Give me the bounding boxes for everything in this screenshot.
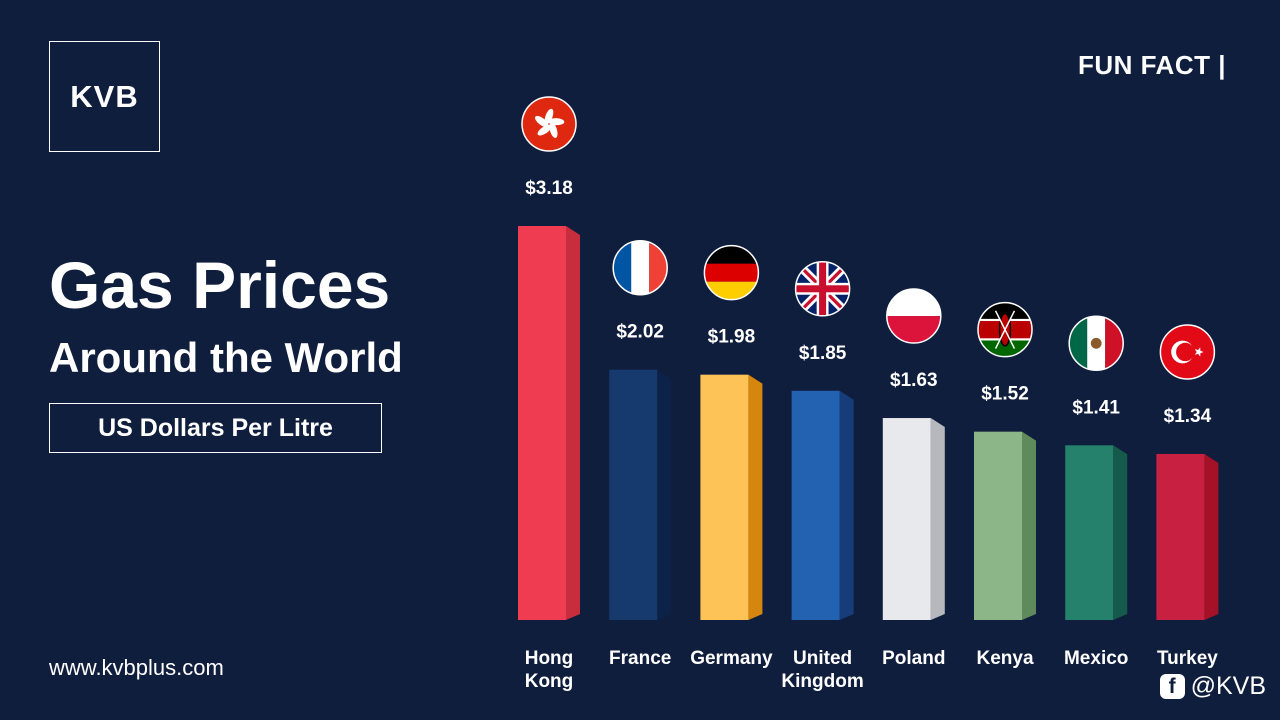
mexico-flag-icon <box>1068 315 1124 372</box>
bar-side <box>566 226 580 620</box>
social-handle[interactable]: f @KVB <box>1159 672 1266 701</box>
data-label: $3.18 <box>525 178 573 199</box>
data-label: $1.63 <box>890 370 938 391</box>
facebook-icon: f <box>1159 674 1185 699</box>
category-label: Germany <box>690 648 773 669</box>
category-label: Hong <box>525 648 574 669</box>
france-flag-icon <box>612 239 668 296</box>
united-kingdom-flag-icon <box>794 261 851 317</box>
chart-title: Gas Prices <box>49 248 391 322</box>
bar-side <box>748 374 763 620</box>
data-label: $1.34 <box>1164 406 1212 427</box>
data-label: $2.02 <box>616 322 664 343</box>
bar <box>700 374 749 620</box>
bar <box>1156 453 1205 620</box>
kenya-flag-icon <box>977 301 1033 358</box>
data-label: $1.41 <box>1072 397 1120 418</box>
category-label: Mexico <box>1064 648 1128 669</box>
bar <box>518 226 566 620</box>
turkey-flag-icon <box>1159 324 1216 380</box>
category-label: Kenya <box>976 648 1033 669</box>
category-label: Kingdom <box>781 671 863 692</box>
social-handle-text: @KVB <box>1190 672 1266 700</box>
hong-kong-flag-icon <box>521 96 577 152</box>
bar <box>882 418 931 620</box>
category-label: United <box>793 648 852 669</box>
bar-side <box>657 369 672 620</box>
category-label: Poland <box>882 648 945 669</box>
website-link[interactable]: www.kvbplus.com <box>49 655 224 680</box>
bar <box>791 390 840 620</box>
category-label: Turkey <box>1157 648 1218 669</box>
bar-group: $1.34 Turkey <box>1156 324 1219 669</box>
data-label: $1.98 <box>708 327 756 348</box>
data-label: $1.52 <box>981 384 1029 405</box>
category-label: Kong <box>525 671 574 692</box>
bar-side <box>1022 431 1036 620</box>
unit-label: US Dollars Per Litre <box>49 403 382 453</box>
poland-flag-icon <box>886 288 942 344</box>
data-label: $1.85 <box>799 343 847 364</box>
bar-side <box>839 390 854 620</box>
bar-side <box>1204 453 1219 620</box>
bar <box>974 431 1022 620</box>
fun-fact-label: FUN FACT | <box>1077 50 1226 80</box>
bar-side <box>930 418 945 620</box>
kvb-logo: KVB <box>49 41 160 152</box>
bar-side <box>1113 445 1128 620</box>
bar <box>1065 445 1114 620</box>
bar-group: $2.02 France <box>609 239 672 669</box>
bar <box>609 369 658 620</box>
bar-group: $1.98 Germany <box>690 244 773 669</box>
bar-group: $1.63 Poland <box>882 288 945 669</box>
category-label: France <box>609 648 671 669</box>
germany-flag-icon <box>703 244 760 301</box>
bar-group: $1.41 Mexico <box>1064 315 1128 669</box>
chart-subtitle: Around the World <box>49 334 403 381</box>
bar-group: $1.52 Kenya <box>974 301 1036 669</box>
